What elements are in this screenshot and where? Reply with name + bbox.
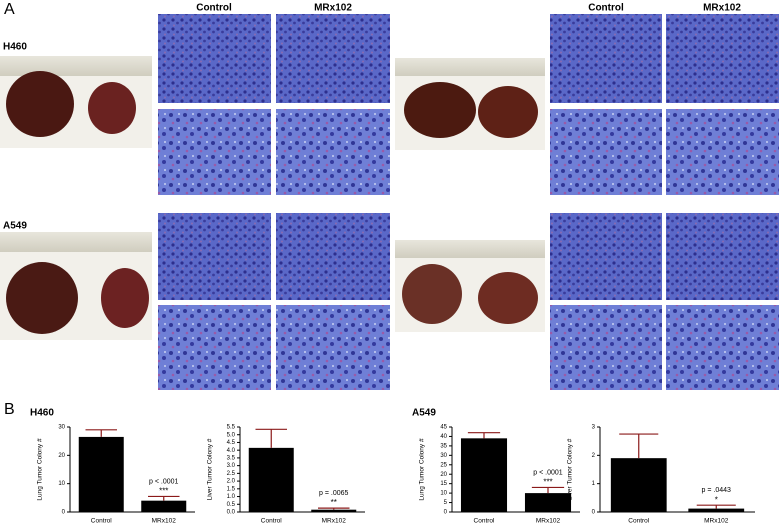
- bar: [78, 436, 124, 512]
- significance: ***: [543, 478, 552, 487]
- y-tick-label: 3.0: [227, 463, 236, 469]
- y-tick-label: 40: [440, 434, 447, 440]
- error-bar: [148, 495, 180, 501]
- y-tick-label: 10: [440, 491, 447, 497]
- x-tick-label: MRx102: [536, 518, 561, 525]
- bar: [610, 458, 667, 512]
- organ-photo: [0, 56, 152, 148]
- y-tick-label: 30: [58, 425, 65, 431]
- y-tick-label: 0.0: [227, 510, 236, 516]
- column-header: MRx102: [703, 3, 741, 14]
- column-header: Control: [588, 3, 624, 14]
- p-value: p < .0001: [149, 478, 178, 485]
- x-tick-label: Control: [261, 518, 283, 525]
- bar: [248, 447, 294, 512]
- y-axis-label: Lung Tumor Colony #: [37, 438, 44, 501]
- panel-label: A: [4, 1, 15, 18]
- error-bar: [85, 429, 117, 437]
- y-tick-label: 1: [592, 481, 596, 487]
- chart-title: H460: [30, 408, 54, 419]
- x-tick-label: Control: [91, 518, 113, 525]
- organ-photo: [395, 58, 545, 150]
- y-tick-label: 5: [444, 500, 448, 506]
- chart-title: A549: [412, 408, 436, 419]
- x-tick-label: MRx102: [152, 518, 177, 525]
- y-axis-label: Liver Tumor Colony #: [207, 438, 214, 500]
- bar: [311, 509, 357, 512]
- significance: *: [715, 495, 718, 504]
- bar: [524, 493, 572, 512]
- bar: [688, 508, 745, 512]
- histology-grid: [158, 14, 779, 390]
- error-bar: [531, 486, 565, 494]
- y-tick-label: 4.5: [227, 440, 236, 446]
- y-tick-label: 25: [440, 462, 447, 468]
- y-tick-label: 1.5: [227, 486, 236, 492]
- y-tick-label: 5.0: [227, 432, 236, 438]
- y-tick-label: 2: [592, 453, 596, 459]
- y-tick-label: 0: [444, 510, 448, 516]
- x-tick-label: Control: [628, 518, 650, 525]
- y-axis-label: Liver Tumor Colony #: [567, 438, 574, 500]
- x-tick-label: MRx102: [322, 518, 347, 525]
- column-header: Control: [196, 3, 232, 14]
- column-header: MRx102: [314, 3, 352, 14]
- cell-line-label: H460: [3, 42, 27, 53]
- y-tick-label: 0: [592, 510, 596, 516]
- y-tick-label: 3: [592, 425, 596, 431]
- y-tick-label: 3.5: [227, 455, 236, 461]
- error-bar: [696, 504, 736, 509]
- bar: [460, 438, 508, 512]
- x-tick-label: Control: [474, 518, 496, 525]
- organ-photo: [0, 232, 152, 340]
- bar: [141, 500, 187, 512]
- error-bar: [255, 428, 287, 448]
- y-tick-label: 35: [440, 443, 447, 449]
- y-tick-label: 1.0: [227, 494, 236, 500]
- y-axis-label: Lung Tumor Colony #: [419, 438, 426, 501]
- panel-label: B: [4, 401, 15, 418]
- y-tick-label: 10: [58, 481, 65, 487]
- error-bar: [467, 432, 501, 439]
- y-tick-label: 30: [440, 453, 447, 459]
- x-tick-label: MRx102: [704, 518, 729, 525]
- y-tick-label: 2.0: [227, 479, 236, 485]
- significance: ***: [159, 487, 168, 496]
- y-tick-label: 5.5: [227, 425, 236, 431]
- y-tick-label: 15: [440, 481, 447, 487]
- p-value: p < .0001: [533, 469, 562, 476]
- p-value: p = .0443: [702, 487, 731, 494]
- error-bar: [619, 433, 659, 459]
- cell-line-label: A549: [3, 221, 27, 232]
- y-tick-label: 0: [62, 510, 66, 516]
- error-bar: [318, 507, 350, 510]
- y-tick-label: 4.0: [227, 448, 236, 454]
- y-tick-label: 2.5: [227, 471, 236, 477]
- organ-photo: [395, 240, 545, 332]
- y-tick-label: 0.5: [227, 502, 236, 508]
- y-tick-label: 20: [440, 472, 447, 478]
- y-tick-label: 20: [58, 453, 65, 459]
- p-value: p = .0065: [319, 490, 348, 497]
- y-tick-label: 45: [440, 425, 447, 431]
- significance: **: [331, 498, 337, 507]
